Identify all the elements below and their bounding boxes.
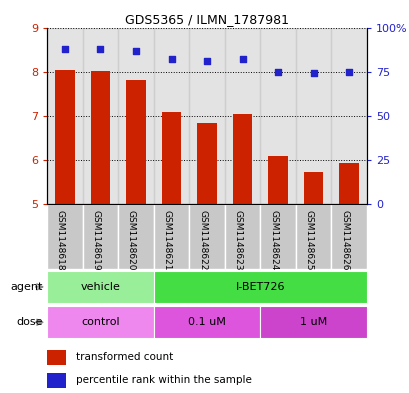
Text: GSM1148625: GSM1148625 — [304, 209, 313, 270]
Bar — [83, 28, 118, 204]
Bar — [47, 307, 153, 338]
Bar — [47, 204, 83, 269]
Text: GSM1148622: GSM1148622 — [198, 209, 207, 270]
Bar — [118, 28, 153, 204]
Text: control: control — [81, 317, 119, 327]
Title: GDS5365 / ILMN_1787981: GDS5365 / ILMN_1787981 — [125, 13, 288, 26]
Point — [168, 56, 174, 62]
Text: GSM1148623: GSM1148623 — [233, 209, 242, 270]
Text: dose: dose — [16, 317, 43, 327]
Point — [274, 68, 281, 75]
Bar — [260, 204, 295, 269]
Text: GSM1148624: GSM1148624 — [268, 209, 277, 270]
Bar — [47, 373, 66, 388]
Point — [203, 58, 210, 64]
Point — [239, 56, 245, 62]
Bar — [330, 28, 366, 204]
Point — [133, 47, 139, 53]
Bar — [260, 28, 295, 204]
Bar — [232, 114, 252, 204]
Text: GSM1148618: GSM1148618 — [56, 209, 65, 270]
Bar — [55, 70, 74, 204]
Bar — [47, 28, 83, 204]
Bar — [83, 204, 118, 269]
Bar — [303, 172, 323, 204]
Text: percentile rank within the sample: percentile rank within the sample — [76, 375, 251, 385]
Text: GSM1148619: GSM1148619 — [91, 209, 100, 270]
Bar — [197, 123, 216, 204]
Text: I-BET726: I-BET726 — [235, 282, 284, 292]
Bar — [47, 350, 66, 365]
Point — [310, 70, 316, 77]
Text: GSM1148620: GSM1148620 — [127, 209, 136, 270]
Bar — [267, 156, 287, 204]
Text: vehicle: vehicle — [80, 282, 120, 292]
Bar — [295, 28, 330, 204]
Bar — [153, 204, 189, 269]
Text: 1 uM: 1 uM — [299, 317, 326, 327]
Point — [345, 68, 352, 75]
Text: GSM1148621: GSM1148621 — [162, 209, 171, 270]
Bar — [153, 271, 366, 303]
Bar — [330, 204, 366, 269]
Bar — [189, 204, 224, 269]
Bar — [224, 204, 260, 269]
Bar — [339, 163, 358, 204]
Bar — [161, 112, 181, 204]
Bar — [126, 80, 146, 204]
Bar — [189, 28, 224, 204]
Bar — [153, 307, 260, 338]
Text: agent: agent — [11, 282, 43, 292]
Text: 0.1 uM: 0.1 uM — [188, 317, 225, 327]
Bar — [153, 28, 189, 204]
Bar — [118, 204, 153, 269]
Text: GSM1148626: GSM1148626 — [339, 209, 348, 270]
Text: transformed count: transformed count — [76, 352, 173, 362]
Bar — [90, 71, 110, 204]
Bar — [295, 204, 330, 269]
Bar — [224, 28, 260, 204]
Bar — [47, 271, 153, 303]
Point — [61, 46, 68, 52]
Point — [97, 46, 103, 52]
Bar — [260, 307, 366, 338]
